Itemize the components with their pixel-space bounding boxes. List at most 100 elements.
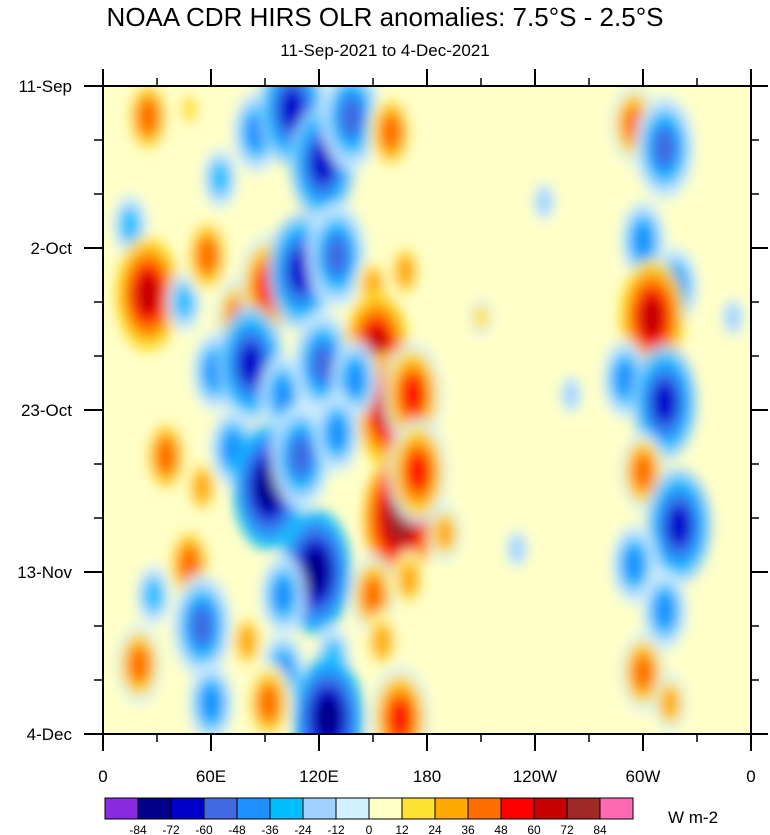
colorbar-label: 72 [560,823,574,835]
colorbar-swatch [434,797,469,820]
colorbar-swatch [302,797,337,820]
anomaly-blob [197,237,218,274]
anomaly-blob [155,438,177,475]
colorbar: -84 -72 -60 -48 -36 -24 -12 0 12 24 36 48 60 72 84 [104,797,634,835]
colorbar-swatch [533,797,568,820]
colorbar-swatch [599,797,634,820]
anomaly-blob [273,578,293,613]
anomaly-blob [509,535,525,563]
colorbar-swatch [368,797,403,820]
anomaly-blob [137,99,159,135]
anomaly-blob [624,547,644,582]
anomaly-blob [192,470,212,504]
colorbar-label: -84 [129,823,147,835]
x-axis: 0 60E 120E 180 120W 60W 0 [98,69,756,786]
colorbar-label: -24 [294,823,312,835]
anomaly-blob [201,686,221,721]
colorbar-swatch [203,797,238,820]
anomaly-field [112,86,744,734]
colorbar-label: 24 [428,823,442,835]
colorbar-swatch [137,797,172,820]
anomaly-blob [725,304,741,331]
colorbar-label: 84 [593,823,607,835]
anomaly-blob [436,518,454,549]
anomaly-blob [136,273,160,316]
anomaly-blob [380,114,402,151]
chart-title: NOAA CDR HIRS OLR anomalies: 7.5°S - 2.5… [106,2,664,32]
anomaly-blob [174,285,194,319]
chart-subtitle: 11-Sep-2021 to 4-Dec-2021 [280,41,490,60]
colorbar-units: W m-2 [668,808,718,827]
anomaly-blob [327,416,347,451]
plot-area [103,86,751,734]
anomaly-blob [326,236,348,275]
anomaly-blob [237,625,257,658]
anomaly-blob [536,188,552,216]
anomaly-blob [129,647,149,682]
anomaly-blob [633,655,653,690]
x-tick-label: 0 [98,767,107,786]
anomaly-blob [120,208,140,242]
colorbar-label: 0 [366,823,373,835]
anomaly-blob [315,695,341,734]
anomaly-blob [667,504,691,547]
anomaly-blob [401,375,424,414]
anomaly-blob [311,344,334,383]
x-tick-label: 60W [626,767,661,786]
colorbar-label: -60 [195,823,213,835]
anomaly-blob [144,578,163,612]
anomaly-blob [191,607,213,645]
y-tick-label: 13-Nov [17,563,72,582]
anomaly-blob [181,94,198,124]
y-tick-label: 2-Oct [30,239,72,258]
colorbar-label: -36 [261,823,279,835]
x-tick-label: 180 [413,767,441,786]
anomaly-blob [399,563,419,596]
anomaly-blob [473,304,489,331]
x-tick-label: 60E [196,767,226,786]
anomaly-blob [653,128,676,167]
x-tick-label: 120W [513,767,557,786]
colorbar-swatch [170,797,205,820]
colorbar-label: 48 [494,823,508,835]
colorbar-swatch [335,797,370,820]
anomaly-blob [280,88,304,130]
anomaly-blob [290,437,312,476]
anomaly-blob [345,362,365,397]
anomaly-blob [389,699,411,734]
y-tick-label: 11-Sep [18,77,72,96]
anomaly-blob [302,549,329,595]
colorbar-swatch [269,797,304,820]
colorbar-swatch [566,797,601,820]
anomaly-blob [640,296,664,339]
colorbar-label: -12 [327,823,345,835]
anomaly-blob [179,546,200,583]
colorbar-swatch [467,797,502,820]
anomaly-blob [210,162,230,195]
colorbar-swatch [104,797,139,820]
anomaly-blob [372,625,392,658]
colorbar-label: -48 [228,823,246,835]
anomaly-blob [396,254,415,288]
x-tick-label: 120E [299,767,339,786]
anomaly-blob [363,578,383,613]
anomaly-blob [258,685,279,721]
colorbar-label: 12 [395,823,409,835]
anomaly-blob [238,342,263,385]
anomaly-blob [340,97,363,137]
x-tick-label: 0 [746,767,755,786]
anomaly-blob [273,377,293,412]
anomaly-blob [633,454,653,489]
anomaly-blob [654,593,675,628]
colorbar-swatch [401,797,436,820]
colorbar-label: 60 [527,823,541,835]
y-axis: 11-Sep 2-Oct 23-Oct 13-Nov 4-Dec [17,77,768,744]
y-tick-label: 23-Oct [21,401,72,420]
anomaly-blob [407,452,429,491]
colorbar-label: -72 [162,823,180,835]
anomaly-blob [661,687,679,719]
anomaly-blob [615,362,635,397]
colorbar-label: 36 [461,823,475,835]
anomaly-blob [652,381,677,424]
